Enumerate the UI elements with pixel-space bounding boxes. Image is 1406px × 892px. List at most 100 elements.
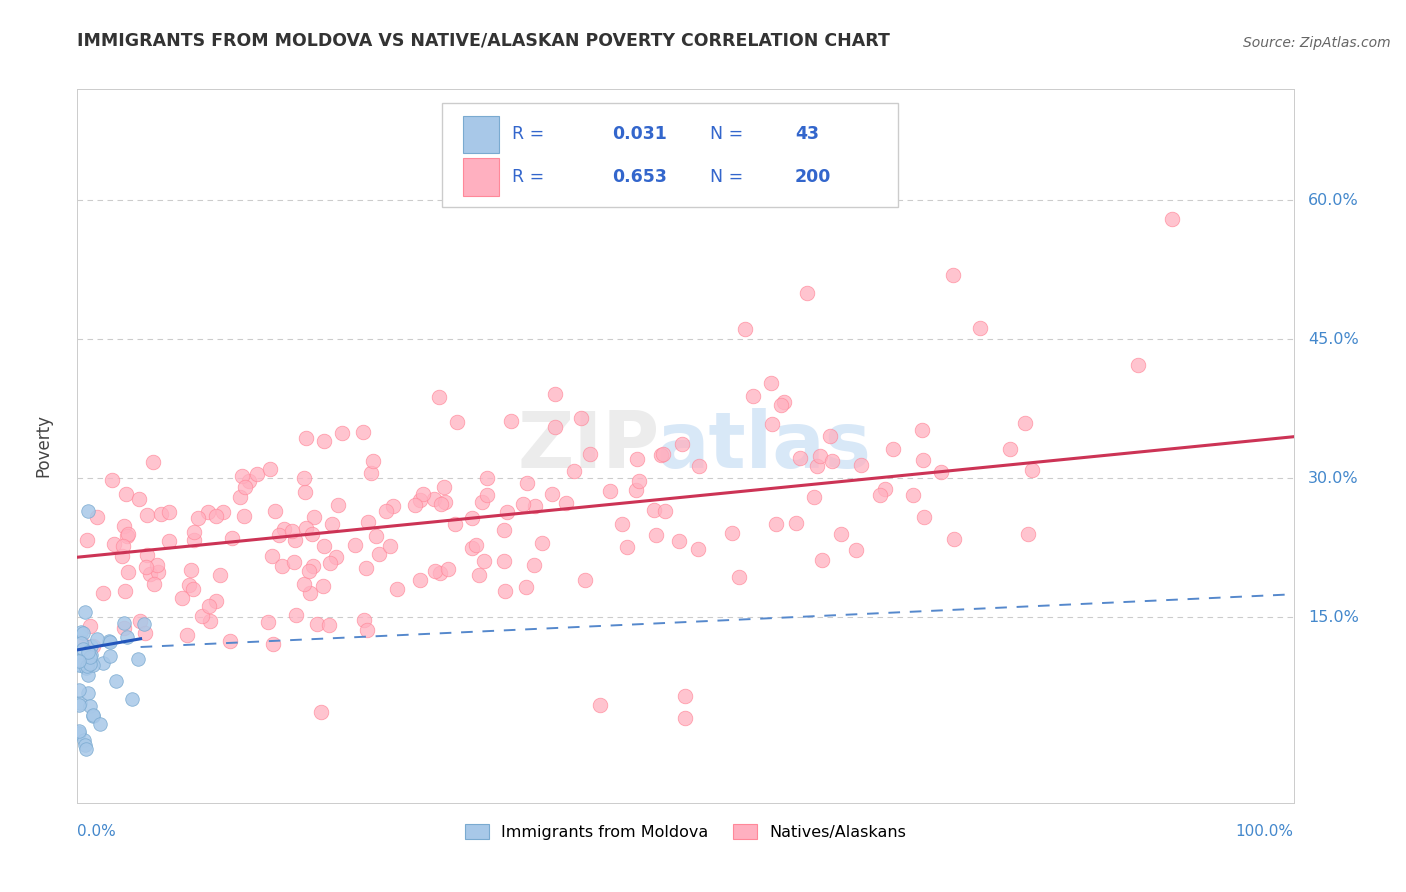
- Point: [67, 698, 90, 713]
- Point: [134, 626, 156, 640]
- Point: [353, 613, 375, 627]
- Bar: [463, 159, 499, 195]
- Point: [262, 549, 284, 563]
- Point: [127, 652, 149, 666]
- Text: R =: R =: [512, 168, 550, 186]
- Point: [433, 480, 456, 494]
- Point: [298, 564, 321, 578]
- Point: [232, 508, 254, 523]
- Point: [430, 497, 453, 511]
- Point: [312, 539, 335, 553]
- Point: [72, 626, 94, 640]
- Point: [356, 623, 378, 637]
- Point: [610, 516, 633, 531]
- Point: [114, 621, 136, 635]
- Point: [150, 508, 173, 522]
- Point: [820, 454, 842, 468]
- Text: Poverty: Poverty: [34, 415, 52, 477]
- Point: [688, 459, 710, 474]
- Point: [589, 698, 612, 713]
- Point: [105, 673, 128, 688]
- Point: [91, 586, 114, 600]
- Point: [76, 504, 98, 518]
- Point: [82, 707, 104, 722]
- Text: 43: 43: [794, 125, 818, 143]
- Point: [765, 517, 787, 532]
- Point: [931, 466, 953, 480]
- Point: [671, 437, 693, 451]
- Point: [115, 487, 138, 501]
- Point: [75, 742, 97, 756]
- Point: [72, 641, 94, 656]
- Point: [579, 447, 602, 461]
- Point: [385, 582, 408, 596]
- Point: [531, 535, 554, 549]
- Point: [312, 434, 335, 449]
- Point: [128, 491, 150, 506]
- Point: [529, 120, 551, 134]
- Point: [849, 458, 872, 472]
- Point: [789, 450, 811, 465]
- Point: [82, 640, 104, 654]
- Point: [76, 533, 98, 547]
- Point: [228, 491, 250, 505]
- Point: [464, 538, 486, 552]
- Point: [492, 554, 515, 568]
- Point: [943, 532, 966, 546]
- Point: [423, 565, 446, 579]
- Point: [177, 578, 200, 592]
- Point: [135, 559, 157, 574]
- Point: [67, 726, 90, 740]
- Point: [73, 732, 96, 747]
- Point: [361, 453, 384, 467]
- Point: [318, 617, 340, 632]
- Text: Source: ZipAtlas.com: Source: ZipAtlas.com: [1243, 36, 1391, 50]
- Point: [273, 522, 295, 536]
- Text: N =: N =: [710, 168, 742, 186]
- Point: [471, 495, 494, 509]
- Point: [101, 474, 124, 488]
- Point: [172, 591, 194, 605]
- Point: [911, 423, 934, 437]
- Point: [183, 524, 205, 539]
- Point: [785, 516, 807, 531]
- Point: [515, 581, 537, 595]
- Point: [139, 566, 162, 581]
- Point: [742, 389, 765, 403]
- Point: [803, 490, 825, 504]
- Point: [382, 499, 405, 513]
- Point: [80, 639, 103, 653]
- Point: [73, 739, 96, 753]
- Point: [103, 537, 125, 551]
- Point: [830, 527, 852, 541]
- Point: [82, 657, 104, 672]
- Point: [79, 619, 101, 633]
- Point: [668, 533, 690, 548]
- Point: [796, 286, 818, 301]
- Point: [284, 608, 307, 623]
- Point: [343, 538, 366, 552]
- Point: [770, 398, 793, 412]
- Point: [246, 467, 269, 481]
- Text: atlas: atlas: [657, 408, 872, 484]
- Point: [191, 608, 214, 623]
- Point: [181, 582, 204, 597]
- Text: R =: R =: [512, 125, 550, 143]
- Point: [882, 442, 904, 457]
- Point: [309, 705, 332, 719]
- Point: [91, 656, 114, 670]
- Point: [569, 410, 592, 425]
- Point: [146, 565, 169, 579]
- Point: [98, 648, 121, 663]
- Point: [70, 636, 93, 650]
- Point: [472, 554, 495, 568]
- Point: [499, 414, 522, 428]
- Point: [686, 542, 709, 557]
- Point: [626, 451, 648, 466]
- Point: [998, 442, 1021, 456]
- Point: [115, 528, 138, 542]
- Point: [143, 576, 166, 591]
- Text: 200: 200: [794, 168, 831, 186]
- Point: [761, 417, 783, 431]
- Point: [475, 488, 498, 502]
